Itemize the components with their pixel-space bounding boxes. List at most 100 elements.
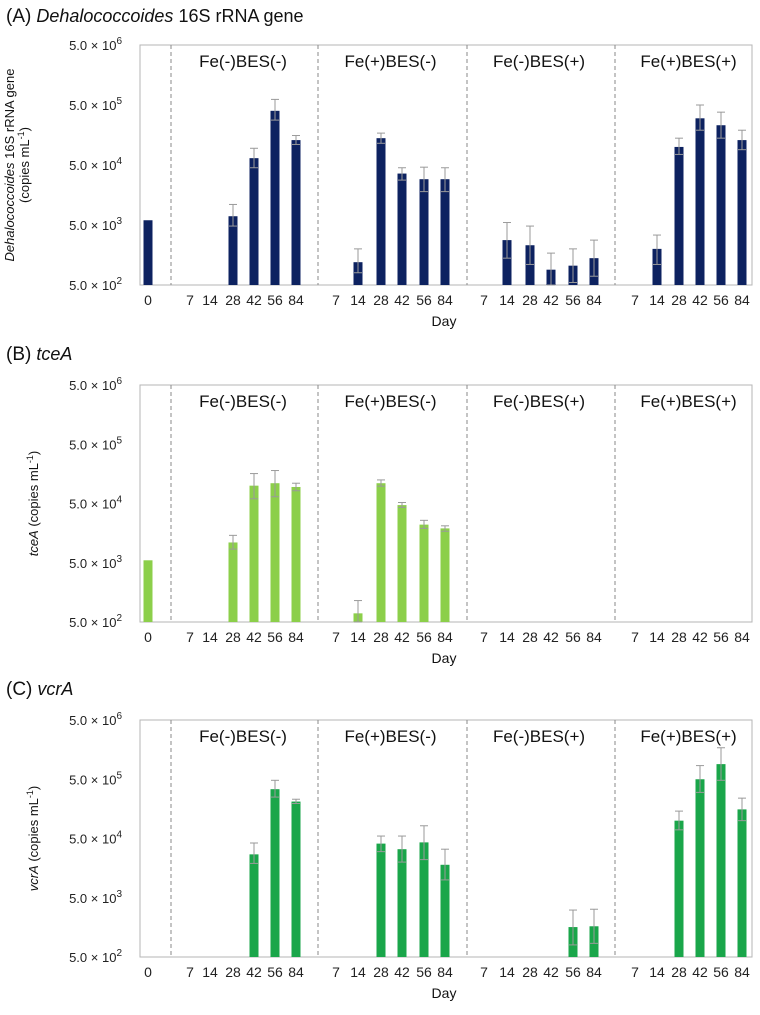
bar-day-42 <box>249 854 259 957</box>
group-label: Fe(-)BES(-) <box>199 727 287 746</box>
x-tick-label: 84 <box>288 292 304 308</box>
x-tick-label: 42 <box>246 292 262 308</box>
y-axis-label-rest: (copies mL <box>26 798 41 865</box>
y-tick-label: 5.0 × 102 <box>69 276 122 293</box>
x-tick-label: 28 <box>225 629 241 645</box>
y-tick-base: 5.0 × 10 <box>69 556 116 571</box>
x-tick-label: 7 <box>631 629 639 645</box>
x-tick-label: 28 <box>225 964 241 980</box>
x-tick-label: 7 <box>480 292 488 308</box>
x-tick-label: 7 <box>332 629 340 645</box>
x-tick-label: 56 <box>565 964 581 980</box>
x-tick-label: 14 <box>649 964 665 980</box>
y-tick-label: 5.0 × 106 <box>69 36 122 53</box>
y-tick-exponent: 5 <box>116 770 122 781</box>
y-tick-exponent: 6 <box>116 711 122 722</box>
x-tick-label: 42 <box>543 964 559 980</box>
y-axis-label-line2: (copies mL-1) <box>16 127 32 203</box>
bar-day-84 <box>737 809 747 957</box>
x-tick-label: 14 <box>202 964 218 980</box>
x-tick-label: 0 <box>144 629 152 645</box>
bar-day-42 <box>695 779 705 957</box>
group-label: Fe(+)BES(+) <box>640 392 736 411</box>
y-tick-exponent: 5 <box>116 96 122 107</box>
y-tick-label: 5.0 × 104 <box>69 830 122 847</box>
x-tick-label: 14 <box>202 292 218 308</box>
y-axis-label-close: ) <box>26 786 41 790</box>
y-axis-label-rest: 16S rRNA gene <box>2 69 17 163</box>
panel-label: (A) <box>6 6 31 27</box>
y-tick-exponent: 6 <box>116 36 122 47</box>
x-axis-label: Day <box>432 985 457 1001</box>
y-axis-label-italic: vcrA <box>26 865 41 891</box>
bar-day-42 <box>397 505 407 622</box>
group-label: Fe(+)BES(-) <box>344 727 436 746</box>
panel-label: (B) <box>6 344 31 365</box>
y-tick-base: 5.0 × 10 <box>69 437 116 452</box>
x-tick-label: 7 <box>186 292 194 308</box>
y-axis-label-close: ) <box>26 451 41 455</box>
bar-day-28 <box>376 843 386 957</box>
bar-day-84 <box>291 140 301 285</box>
bar-day-42 <box>695 118 705 285</box>
x-tick-label: 28 <box>671 964 687 980</box>
x-tick-label: 42 <box>394 629 410 645</box>
x-tick-label: 14 <box>499 292 515 308</box>
x-tick-label: 42 <box>543 292 559 308</box>
bar-day-14 <box>502 240 512 285</box>
x-tick-label: 14 <box>350 292 366 308</box>
x-tick-label: 0 <box>144 292 152 308</box>
y-tick-base: 5.0 × 10 <box>69 713 116 728</box>
x-tick-label: 14 <box>350 964 366 980</box>
y-axis-label-line1: Dehalococcoides 16S rRNA gene <box>2 69 17 262</box>
y-axis-label-italic: Dehalococcoides <box>2 162 17 262</box>
x-tick-label: 56 <box>713 964 729 980</box>
x-tick-label: 7 <box>186 629 194 645</box>
bar-day-42 <box>397 173 407 285</box>
bar-day-84 <box>737 140 747 285</box>
y-tick-label: 5.0 × 104 <box>69 495 122 512</box>
x-tick-label: 14 <box>499 629 515 645</box>
group-label: Fe(-)BES(+) <box>493 727 585 746</box>
x-tick-label: 28 <box>522 292 538 308</box>
x-tick-label: 7 <box>480 629 488 645</box>
x-tick-label: 84 <box>586 964 602 980</box>
y-axis-label-line1: tceA (copies mL-1) <box>25 451 41 557</box>
y-axis-label: Dehalococcoides 16S rRNA gene(copies mL-… <box>2 69 32 262</box>
x-tick-label: 56 <box>713 292 729 308</box>
x-tick-label: 56 <box>416 292 432 308</box>
y-tick-exponent: 2 <box>116 613 122 624</box>
x-tick-label: 84 <box>734 964 750 980</box>
y-axis-label-close: ) <box>17 127 32 131</box>
group-label: Fe(+)BES(+) <box>640 727 736 746</box>
bar-day-84 <box>291 801 301 957</box>
x-tick-label: 28 <box>522 964 538 980</box>
group-label: Fe(-)BES(-) <box>199 52 287 71</box>
panel-title-italic: Dehalococcoides <box>36 6 173 26</box>
panel-title: (C) vcrA <box>6 679 73 700</box>
x-tick-label: 84 <box>437 292 453 308</box>
y-axis-label: tceA (copies mL-1) <box>25 451 41 557</box>
y-tick-base: 5.0 × 10 <box>69 950 116 965</box>
bar-day-84 <box>291 486 301 622</box>
bar-day-56 <box>716 125 726 285</box>
x-tick-label: 14 <box>202 629 218 645</box>
bar-day-28 <box>674 146 684 285</box>
bar-day-84 <box>440 528 450 622</box>
y-tick-base: 5.0 × 10 <box>69 38 116 53</box>
x-tick-label: 56 <box>416 629 432 645</box>
panel-label: (C) <box>6 679 32 700</box>
x-tick-label: 28 <box>671 629 687 645</box>
x-tick-label: 56 <box>565 629 581 645</box>
y-tick-base: 5.0 × 10 <box>69 497 116 512</box>
x-tick-label: 42 <box>692 964 708 980</box>
x-tick-label: 7 <box>480 964 488 980</box>
x-tick-label: 28 <box>373 629 389 645</box>
panel-title-rest: 16S rRNA gene <box>173 6 303 26</box>
bar-day-28 <box>674 820 684 957</box>
y-tick-base: 5.0 × 10 <box>69 278 116 293</box>
y-tick-label: 5.0 × 106 <box>69 376 122 393</box>
